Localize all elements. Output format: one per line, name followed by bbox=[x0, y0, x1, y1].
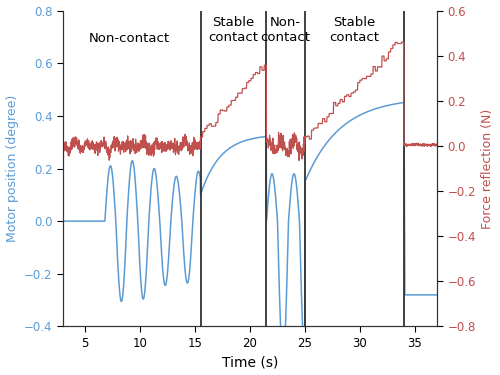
X-axis label: Time (s): Time (s) bbox=[222, 356, 278, 369]
Text: Stable
contact: Stable contact bbox=[208, 16, 258, 44]
Text: Non-contact: Non-contact bbox=[88, 32, 170, 45]
Y-axis label: Motor position (degree): Motor position (degree) bbox=[6, 95, 18, 242]
Text: Non-
contact: Non- contact bbox=[260, 16, 310, 44]
Text: Stable
contact: Stable contact bbox=[330, 16, 380, 44]
Y-axis label: Force reflection (N): Force reflection (N) bbox=[482, 108, 494, 229]
